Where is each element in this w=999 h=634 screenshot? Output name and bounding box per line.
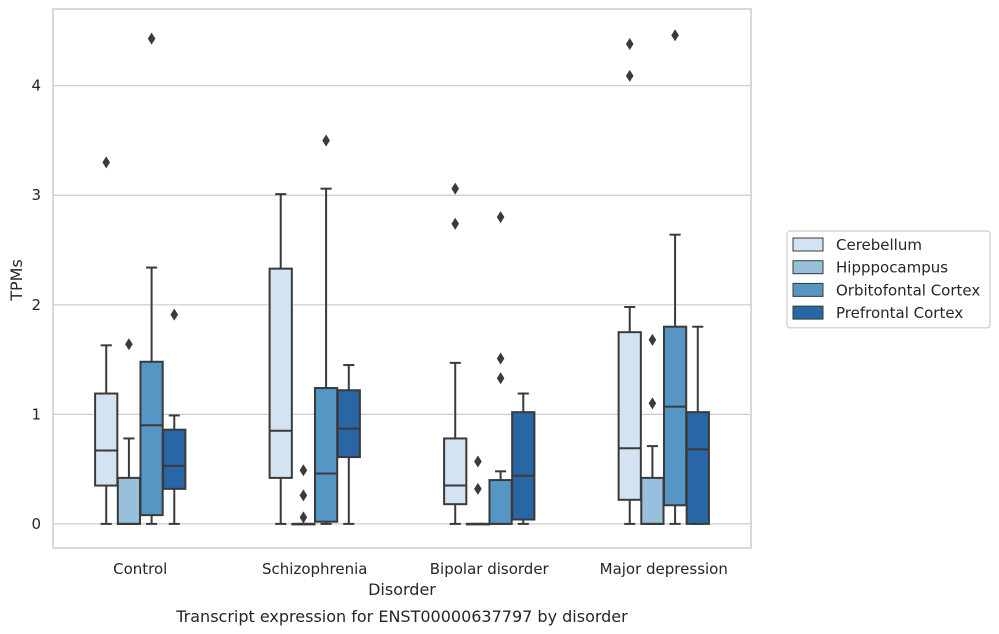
outlier-point [625, 38, 634, 51]
box-group [116, 338, 142, 525]
legend-frame [786, 230, 991, 329]
box [313, 387, 339, 523]
x-tick-labels: Control Schizophrenia Bipolar disorder Majo… [113, 560, 728, 578]
x-axis-label: Disorder [368, 580, 436, 599]
legend-label: Hipppocampus [836, 259, 948, 277]
outlier-point [102, 156, 111, 169]
box-group [465, 455, 491, 526]
outlier-point [451, 182, 460, 195]
y-tick-label: 1 [31, 405, 41, 423]
y-tick-label: 3 [31, 186, 41, 204]
legend-label: Orbitofontal Cortex [836, 281, 980, 299]
outlier-point [125, 338, 133, 351]
box [685, 411, 710, 525]
y-tick-labels: 0 1 2 3 4 [31, 77, 41, 533]
outlier-point [474, 482, 482, 495]
outlier-point [496, 352, 505, 365]
outlier-point [648, 397, 657, 410]
chart-caption: Transcript expression for ENST0000063779… [175, 607, 628, 626]
box-group [162, 308, 187, 525]
box-group [662, 29, 688, 525]
box-group [488, 211, 513, 525]
box [662, 325, 688, 507]
outlier-point [299, 511, 308, 524]
outlier-point [451, 217, 460, 230]
x-tick-label: Schizophrenia [262, 560, 367, 578]
box-group [617, 38, 642, 525]
box-group [268, 193, 293, 525]
box [443, 437, 468, 506]
legend-swatch [792, 237, 824, 252]
legend-label: Prefrontal Cortex [836, 304, 963, 322]
y-tick-label: 4 [31, 77, 41, 95]
outlier-point [322, 134, 330, 147]
x-tick-label: Control [113, 560, 167, 578]
outlier-point [299, 464, 308, 477]
box-group [443, 182, 468, 525]
outlier-point [648, 333, 657, 346]
box [162, 428, 187, 490]
x-tick-label: Bipolar disorder [430, 560, 550, 578]
legend: Cerebellum Hipppocampus Orbitofontal Corte… [786, 230, 991, 329]
y-tick-label: 2 [31, 296, 41, 314]
box-group [336, 364, 361, 525]
x-tick-label: Major depression [600, 560, 728, 578]
box [268, 267, 293, 479]
box [336, 389, 361, 459]
legend-swatch [792, 282, 824, 297]
outlier-point [496, 211, 505, 224]
box [488, 479, 513, 525]
box-group [94, 156, 119, 525]
y-axis-label: TPMs [7, 259, 26, 302]
outlier-point [170, 308, 179, 321]
box [617, 331, 642, 501]
box-group [685, 325, 710, 525]
box-group [640, 333, 665, 525]
outlier-point [625, 69, 634, 82]
plot-frame [52, 8, 752, 549]
outlier-point [147, 32, 156, 45]
box-group [291, 464, 316, 526]
outlier-point [474, 455, 482, 468]
box-group [313, 134, 339, 525]
box [640, 476, 665, 525]
box [511, 411, 536, 521]
box [94, 392, 119, 487]
outlier-point [299, 489, 308, 502]
outlier-point [671, 29, 679, 42]
legend-swatch [792, 260, 824, 275]
legend-label: Cerebellum [836, 236, 922, 254]
outlier-point [496, 372, 505, 385]
legend-swatch [792, 305, 824, 320]
box-group [139, 32, 164, 525]
y-tick-label: 0 [31, 515, 41, 533]
box-series [94, 29, 710, 526]
box [139, 360, 164, 517]
box-group [511, 392, 536, 525]
box [116, 476, 142, 525]
